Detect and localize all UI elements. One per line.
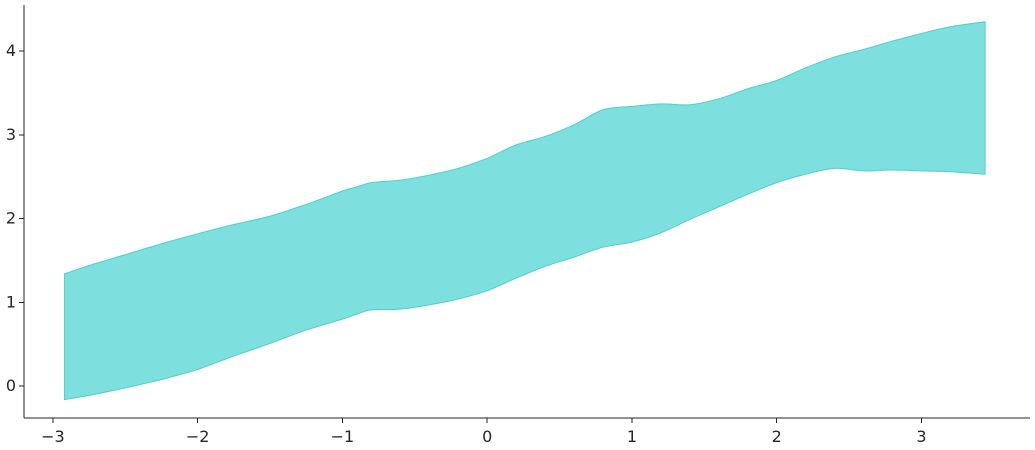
y-tick-label: 4 <box>6 41 16 60</box>
x-tick-label: 1 <box>627 427 637 446</box>
band-area-series-0 <box>64 21 986 401</box>
x-tick-label: −2 <box>186 427 210 446</box>
x-tick-label: 2 <box>772 427 782 446</box>
axis-layer: −3 −2 −1 0 1 2 3 0 1 2 3 4 <box>6 5 1030 446</box>
x-tick-label: 0 <box>482 427 492 446</box>
y-tick-label: 2 <box>6 209 16 228</box>
x-tick-label: −3 <box>41 427 65 446</box>
y-tick-label: 3 <box>6 125 16 144</box>
y-tick-label: 1 <box>6 292 16 311</box>
x-tick-label: 3 <box>916 427 926 446</box>
y-tick-label: 0 <box>6 376 16 395</box>
x-tick-label: −1 <box>331 427 355 446</box>
plot-layer <box>64 21 986 401</box>
